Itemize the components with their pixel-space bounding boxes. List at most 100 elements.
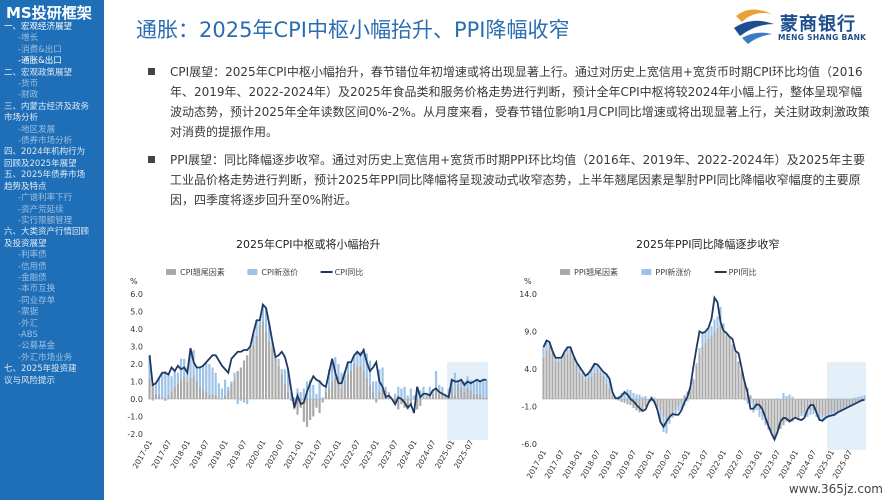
bar-segment <box>548 342 551 348</box>
bar-segment <box>641 399 644 411</box>
sidebar-item[interactable]: -消费&出口 <box>18 44 62 55</box>
bar-segment <box>428 386 431 396</box>
bar-segment <box>277 358 280 366</box>
y-tick-label: -6.0 <box>521 440 537 449</box>
sidebar-item[interactable]: 趋势及特点 <box>4 181 47 192</box>
y-tick-label: 6.0 <box>130 290 143 299</box>
sidebar-item[interactable]: -公募基金 <box>18 341 56 352</box>
sidebar-item[interactable]: 二、宏观政策展望 <box>4 67 73 78</box>
sidebar-item[interactable]: -外汇 <box>18 318 39 329</box>
bar-segment <box>271 348 274 399</box>
bar-segment <box>485 397 488 399</box>
y-tick-label: 5.0 <box>130 308 143 317</box>
bar-segment <box>839 399 842 411</box>
bar-segment <box>349 371 353 399</box>
sidebar-item[interactable]: -本币互换 <box>18 284 56 295</box>
bar-segment <box>791 396 794 399</box>
bar-segment <box>224 379 227 396</box>
sidebar-item[interactable]: 四、2024年机构行为 <box>4 147 86 158</box>
bar-segment <box>710 335 713 399</box>
sidebar-item[interactable]: 五、2025年债券市场 <box>4 170 86 181</box>
sidebar-item[interactable]: -票据 <box>18 307 39 318</box>
cpi-chart-title: 2025年CPI中枢或将小幅抬升 <box>236 238 381 251</box>
sidebar-item[interactable]: -ABS <box>18 329 38 340</box>
bar-segment <box>205 392 208 399</box>
sidebar-item[interactable]: -金融债 <box>18 272 47 283</box>
sidebar-item[interactable]: -债券市场分析 <box>18 136 73 147</box>
bar-segment <box>755 406 758 411</box>
bar-segment <box>151 383 154 399</box>
y-tick-label: 2.0 <box>130 360 143 369</box>
sidebar-item[interactable]: -利率债 <box>18 250 47 261</box>
bar-segment <box>638 394 641 399</box>
sidebar-item[interactable]: -实行限额管理 <box>18 215 73 226</box>
bar-segment <box>830 399 833 413</box>
bar-segment <box>806 399 809 411</box>
sidebar-item[interactable]: 回顾及2025年展望 <box>4 158 77 169</box>
sidebar-item[interactable]: 七、2025年投资建 <box>4 364 77 375</box>
sidebar-item[interactable]: -财政 <box>18 90 39 101</box>
bar-segment <box>368 360 372 385</box>
bar-segment <box>662 417 665 432</box>
bar-segment <box>767 429 770 430</box>
bar-segment <box>764 399 767 422</box>
bar-segment <box>400 388 403 399</box>
bar-segment <box>397 386 400 399</box>
sidebar-item[interactable]: 及投资展望 <box>4 238 47 249</box>
bar-segment <box>365 353 368 378</box>
bar-segment <box>560 357 563 360</box>
sidebar-item[interactable]: -资产荒延续 <box>18 204 64 215</box>
y-axis-unit: % <box>130 277 138 286</box>
sidebar-item[interactable]: 议与风险提示 <box>4 375 56 386</box>
bar-segment <box>566 347 569 354</box>
sidebar-item[interactable]: -广谱利率下行 <box>18 193 73 204</box>
bar-segment <box>434 371 438 387</box>
sidebar-item[interactable]: 市场分析 <box>4 113 39 124</box>
ppi-chart-title: 2025年PPI同比降幅逐步收窄 <box>636 238 780 251</box>
bar-segment <box>629 390 632 399</box>
bar-segment <box>620 399 623 402</box>
bar-segment <box>554 357 557 362</box>
bar-segment <box>584 375 587 381</box>
bar-segment <box>425 393 428 398</box>
bar-segment <box>716 316 719 328</box>
bar-segment <box>701 333 704 347</box>
bar-segment <box>704 342 707 399</box>
bar-segment <box>830 412 833 416</box>
sidebar-item[interactable]: 六、大类资产行情回顾 <box>4 227 90 238</box>
bar-segment <box>315 399 318 408</box>
bank-name-en: MENG SHANG BANK <box>778 33 867 42</box>
legend-label: PPI新涨价 <box>655 267 691 277</box>
bar-segment <box>312 399 315 417</box>
bar-segment <box>542 347 545 358</box>
sidebar-item[interactable]: 一、宏观经济展望 <box>4 22 73 32</box>
bar-segment <box>331 381 334 399</box>
bar-segment <box>857 399 860 402</box>
bar-segment <box>246 355 249 399</box>
bar-segment <box>406 395 409 399</box>
bar-segment <box>173 386 176 399</box>
legend-label: PPI同比 <box>729 267 757 277</box>
bar-segment <box>821 415 824 421</box>
sidebar-item[interactable]: 三、内蒙古经济及政务 <box>4 101 90 112</box>
bank-logo-icon <box>734 9 774 44</box>
bar-segment <box>220 388 224 399</box>
sidebar-item[interactable]: -增长 <box>18 33 39 44</box>
sidebar-item[interactable]: -地区发展 <box>18 124 56 135</box>
bar-segment <box>318 379 321 399</box>
bar-segment <box>286 392 290 399</box>
bar-segment <box>161 397 164 399</box>
sidebar-item[interactable]: -同业存单 <box>18 295 56 306</box>
bar-segment <box>767 399 770 429</box>
bar-segment <box>482 379 485 398</box>
watermark: www.365jz.com <box>788 482 883 496</box>
sidebar-item[interactable]: -信用债 <box>18 261 47 272</box>
sidebar-item[interactable]: -货币 <box>18 79 39 90</box>
sidebar-item[interactable]: -外汇市场业务 <box>18 352 73 363</box>
bar-segment <box>201 390 205 399</box>
bar-segment <box>854 397 857 399</box>
bar-segment <box>788 399 791 422</box>
bar-segment <box>596 364 599 369</box>
sidebar-item[interactable]: -通胀&出口 <box>18 56 62 67</box>
bar-segment <box>375 381 378 399</box>
